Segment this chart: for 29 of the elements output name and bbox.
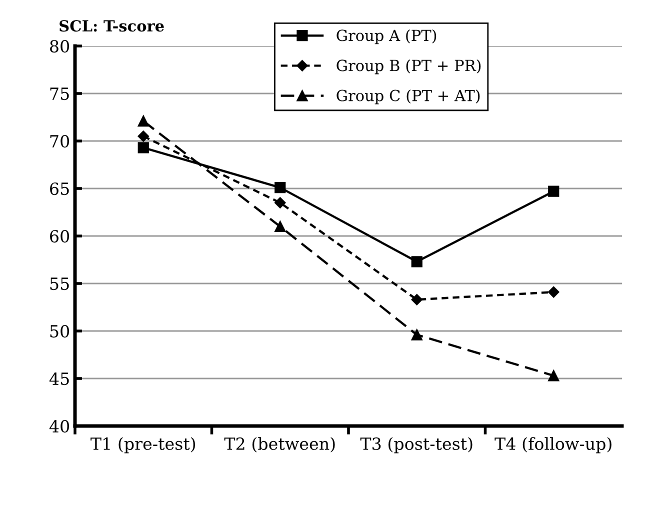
point (138, 142, 149, 154)
point (274, 220, 286, 232)
point (411, 256, 422, 268)
y-tick-label: 55 (50, 278, 69, 290)
point (548, 186, 560, 197)
y-tick-label: 40 (49, 420, 70, 433)
point (548, 286, 560, 298)
y-tick-label: 50 (50, 324, 70, 338)
legend-label: Group C (PT + AT) (336, 89, 480, 104)
y-tick-label: 80 (50, 40, 70, 53)
y-tick-label: 65 (50, 182, 69, 196)
point (274, 182, 286, 194)
y-tick-label: 45 (49, 372, 69, 386)
point (548, 370, 560, 382)
y-axis-title: SCL: T-score (60, 20, 164, 32)
x-tick-label: T1 (pre-test) (90, 437, 196, 454)
y-tick-label: 75 (50, 88, 69, 100)
point (138, 130, 149, 142)
point (138, 115, 149, 127)
y-tick-label: 70 (50, 134, 70, 148)
x-tick-label: T4 (follow-up) (494, 437, 612, 454)
legend-label: Group A (PT) (336, 29, 436, 44)
point (411, 329, 422, 340)
legend-label: Group B (PT + PR) (336, 59, 481, 74)
x-tick-label: T3 (post-test) (360, 437, 472, 454)
point (274, 197, 286, 208)
y-tick-label: 60 (50, 230, 70, 243)
point (411, 294, 422, 306)
x-tick-label: T2 (between) (224, 437, 335, 452)
